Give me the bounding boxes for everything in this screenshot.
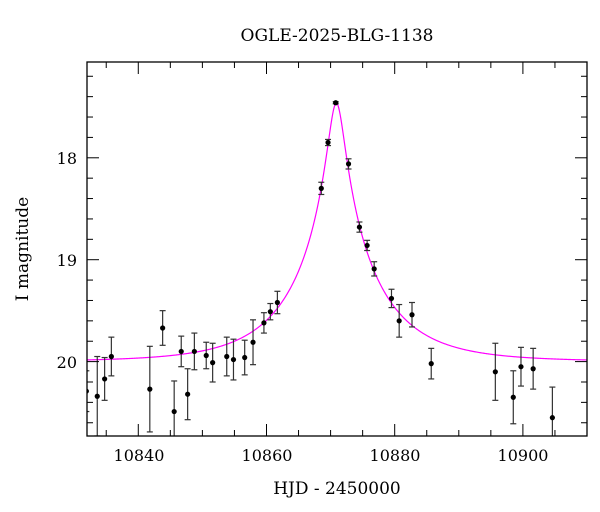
- y-tick-label: 18: [57, 149, 77, 168]
- data-point: [242, 354, 248, 361]
- data-point: [171, 408, 177, 415]
- data-point: [530, 366, 536, 372]
- data-point: [318, 185, 324, 191]
- x-tick-label: 10900: [498, 446, 549, 465]
- data-point: [261, 320, 267, 326]
- data-point-group: [325, 138, 332, 147]
- y-tick-label: 20: [57, 353, 77, 372]
- axes-layer: [86, 61, 588, 437]
- data-point-group: [184, 368, 191, 421]
- data-point-group: [209, 342, 216, 383]
- data-point-group: [409, 301, 415, 328]
- model-curve: [87, 102, 587, 361]
- x-tick-label: 10840: [114, 446, 165, 465]
- model-layer: [87, 102, 587, 361]
- y-axis-label: I magnitude: [13, 197, 33, 301]
- data-point-group: [356, 221, 363, 233]
- x-tick-label: 10880: [370, 446, 421, 465]
- x-axis-label: HJD - 2450000: [273, 479, 401, 499]
- data-point-group: [250, 319, 257, 366]
- data-point: [185, 391, 191, 397]
- data-point-group: [108, 336, 115, 377]
- data-point-group: [94, 355, 101, 436]
- data-point-group: [388, 288, 395, 309]
- data-point-group: [191, 332, 198, 371]
- data-point: [191, 348, 197, 355]
- data-point-group: [101, 356, 108, 401]
- data-point-group: [345, 158, 352, 170]
- data-point-group: [230, 338, 237, 381]
- data-point-group: [274, 290, 281, 315]
- data-point: [325, 139, 331, 146]
- data-point: [510, 394, 516, 400]
- data-point-group: [332, 100, 339, 106]
- data-point-group: [517, 346, 524, 387]
- data-point: [428, 361, 434, 367]
- data-point: [230, 356, 237, 363]
- data-point: [160, 325, 166, 331]
- data-point-group: [510, 370, 517, 425]
- data-point-group: [396, 303, 403, 338]
- data-point-group: [203, 341, 210, 370]
- data-point: [210, 360, 216, 366]
- points-layer: [87, 100, 556, 436]
- data-point-group: [260, 312, 267, 334]
- data-point-group: [318, 181, 325, 196]
- data-point: [388, 295, 395, 302]
- tick-labels: 10840 10860 10880 10900 18 19 20: [57, 149, 549, 465]
- data-point: [333, 100, 339, 106]
- data-point-group: [371, 261, 378, 277]
- y-tick-label: 19: [57, 251, 77, 270]
- data-point-group: [223, 336, 230, 377]
- data-point: [492, 369, 498, 375]
- data-point: [250, 339, 256, 345]
- plot-frame: [86, 61, 588, 437]
- data-point-group: [241, 339, 248, 376]
- data-point: [147, 386, 153, 392]
- data-point-group: [492, 342, 499, 401]
- data-point: [356, 224, 363, 230]
- chart-title: OGLE-2025-BLG-1138: [241, 26, 434, 46]
- data-point: [203, 352, 209, 359]
- data-point: [224, 353, 230, 360]
- data-point-group: [530, 347, 537, 390]
- data-point: [549, 415, 555, 421]
- data-point: [274, 299, 280, 306]
- data-point-group: [178, 335, 185, 368]
- x-tick-label: 10860: [242, 446, 293, 465]
- data-point: [345, 161, 352, 167]
- data-point-group: [159, 310, 166, 346]
- data-point: [409, 312, 415, 318]
- data-point-group: [549, 386, 556, 436]
- data-point-group: [146, 345, 153, 433]
- data-point-group: [428, 347, 435, 380]
- data-point-group: [364, 239, 371, 252]
- data-point-group: [171, 380, 178, 436]
- data-point: [518, 364, 524, 370]
- data-point-group: [267, 302, 274, 321]
- data-point: [396, 318, 402, 324]
- data-point: [371, 266, 377, 272]
- data-point: [108, 353, 114, 360]
- data-point: [178, 348, 184, 355]
- data-point: [102, 376, 108, 382]
- data-point: [94, 393, 100, 399]
- data-point: [267, 309, 273, 315]
- data-point: [364, 242, 370, 249]
